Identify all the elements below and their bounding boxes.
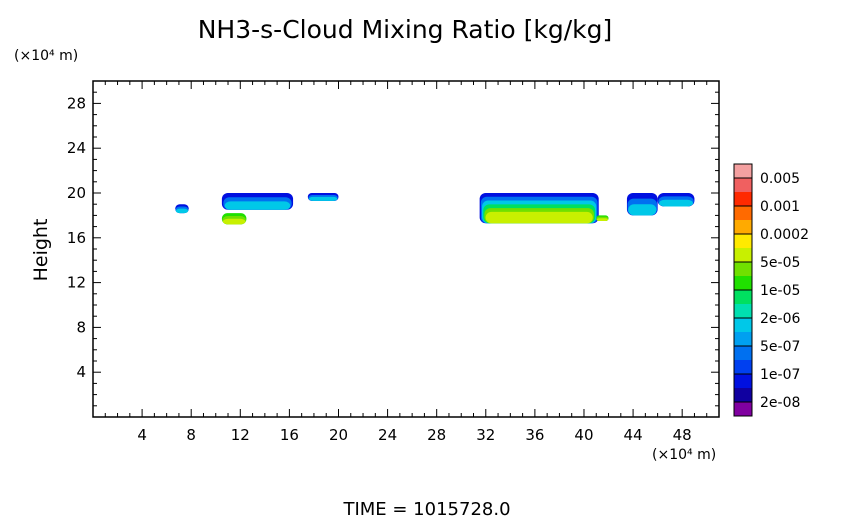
y-tick-label: 16 <box>67 229 86 247</box>
colorbar-swatch <box>734 220 752 235</box>
x-tick-label: 8 <box>186 426 196 444</box>
y-unit-label: (×10⁴ m) <box>14 48 78 64</box>
colorbar-swatch <box>734 346 752 361</box>
x-unit-label: (×10⁴ m) <box>652 447 716 463</box>
y-tick-label: 28 <box>67 94 86 112</box>
colorbar-label: 5e-07 <box>760 339 800 355</box>
colorbar-swatch <box>734 374 752 389</box>
x-tick-label: 48 <box>673 426 692 444</box>
colorbar-swatch <box>734 262 752 277</box>
cloud-region <box>309 196 338 201</box>
colorbar-label: 0.001 <box>760 199 800 215</box>
y-tick-label: 8 <box>76 318 86 336</box>
time-footer: TIME = 1015728.0 <box>342 499 510 519</box>
colorbar-swatch <box>734 318 752 333</box>
cloud-region <box>485 211 593 224</box>
x-tick-label: 36 <box>525 426 544 444</box>
cloud-regions <box>175 193 695 225</box>
y-tick-label: 24 <box>67 139 86 157</box>
colorbar-swatch <box>734 206 752 221</box>
cloud-region <box>224 201 291 210</box>
cloud-region <box>628 204 657 216</box>
colorbar-swatch <box>734 248 752 263</box>
x-tick-label: 12 <box>231 426 250 444</box>
colorbar-label: 2e-08 <box>760 395 800 411</box>
colorbar-swatch <box>734 388 752 403</box>
colorbar-label: 1e-07 <box>760 367 800 383</box>
x-tick-label: 4 <box>137 426 147 444</box>
colorbar-swatch <box>734 360 752 375</box>
colorbar-swatch <box>734 234 752 249</box>
x-tick-label: 28 <box>427 426 446 444</box>
y-tick-label: 20 <box>67 184 86 202</box>
y-tick-label: 12 <box>67 274 86 292</box>
cloud-region <box>175 208 189 214</box>
x-tick-label: 24 <box>378 426 397 444</box>
x-tick-label: 32 <box>476 426 495 444</box>
colorbar-swatch <box>734 178 752 193</box>
colorbar-swatch <box>734 164 752 179</box>
x-tick-label: 44 <box>624 426 643 444</box>
colorbar-label: 0.0002 <box>760 227 809 243</box>
colorbar-label: 5e-05 <box>760 255 800 271</box>
colorbar-swatch <box>734 332 752 347</box>
x-tick-label: 20 <box>329 426 348 444</box>
cloud-region <box>596 218 609 221</box>
colorbar-swatch <box>734 290 752 305</box>
cloud-region <box>659 199 693 207</box>
colorbar-swatch <box>734 276 752 291</box>
plot-frame <box>92 80 720 418</box>
colorbar-label: 2e-06 <box>760 311 800 327</box>
cloud-region <box>222 218 246 225</box>
colorbar-label: 1e-05 <box>760 283 800 299</box>
colorbar-swatch <box>734 402 752 417</box>
colorbar-swatch <box>734 304 752 319</box>
colorbar: 0.005 0.001 0.0002 5e-05 1e-05 2e-06 5e-07 1e-0… <box>733 163 809 417</box>
chart-title: NH3-s-Cloud Mixing Ratio [kg/kg] <box>198 15 613 44</box>
y-tick-label: 4 <box>76 363 86 381</box>
colorbar-label: 0.005 <box>760 171 800 187</box>
y-axis-label: Height <box>30 219 52 282</box>
x-tick-label: 40 <box>574 426 593 444</box>
colorbar-swatch <box>734 192 752 207</box>
x-tick-label: 16 <box>280 426 299 444</box>
